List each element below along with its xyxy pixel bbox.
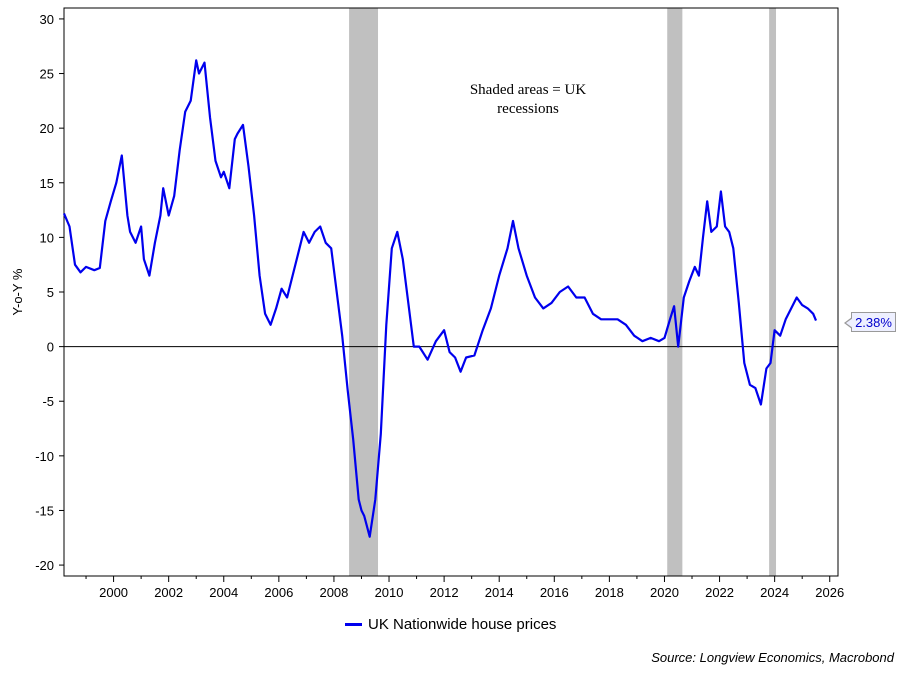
- x-tick-label: 2014: [485, 585, 514, 600]
- series-line-0: [62, 59, 818, 538]
- x-tick-label: 2016: [540, 585, 569, 600]
- last-value-callout: 2.38%: [844, 312, 896, 332]
- y-tick-label: 5: [47, 285, 54, 300]
- legend-label: UK Nationwide house prices: [368, 616, 557, 633]
- y-tick-label: -10: [35, 449, 54, 464]
- y-tick-label: -15: [35, 503, 54, 518]
- y-tick-label: 25: [40, 67, 54, 82]
- annotation-line-1: Shaded areas = UK: [470, 82, 587, 98]
- x-tick-label: 2024: [760, 585, 789, 600]
- y-tick-label: 15: [40, 176, 54, 191]
- plot-area-frame: [63, 7, 839, 577]
- y-tick-label: -5: [42, 394, 54, 409]
- x-axis-ticks: 2000 2002 2004 2006 2008 2010 2012 2014 2016 2018…: [85, 576, 844, 600]
- legend-swatch: [345, 623, 362, 626]
- x-tick-label: 2000: [99, 585, 128, 600]
- recession-band-0: [349, 8, 379, 576]
- x-tick-label: 2022: [705, 585, 734, 600]
- x-tick-label: 2006: [264, 585, 293, 600]
- x-tick-label: 2010: [375, 585, 404, 600]
- x-tick-label: 2020: [650, 585, 679, 600]
- y-axis-ticks: 30 25 20 15 10 5 0 -5 -10 -15 -20: [35, 12, 64, 573]
- annotation-line-2: recessions: [497, 101, 559, 117]
- x-tick-label: 2002: [154, 585, 183, 600]
- recession-shading: [349, 8, 777, 576]
- x-tick-label: 2026: [815, 585, 844, 600]
- y-tick-label: 0: [47, 340, 54, 355]
- recession-band-2: [769, 8, 777, 576]
- y-tick-label: 30: [40, 12, 54, 27]
- series-layer: [62, 59, 818, 538]
- recession-band-1: [667, 8, 683, 576]
- x-tick-label: 2004: [209, 585, 238, 600]
- legend: UK Nationwide house prices: [345, 616, 556, 633]
- y-tick-label: 10: [40, 230, 54, 245]
- y-tick-label: 20: [40, 121, 54, 136]
- x-tick-label: 2012: [430, 585, 459, 600]
- y-tick-label: -20: [35, 558, 54, 573]
- y-axis-label: Y-o-Y %: [10, 268, 25, 315]
- x-tick-label: 2008: [319, 585, 348, 600]
- x-tick-label: 2018: [595, 585, 624, 600]
- source-note: Source: Longview Economics, Macrobond: [651, 650, 894, 665]
